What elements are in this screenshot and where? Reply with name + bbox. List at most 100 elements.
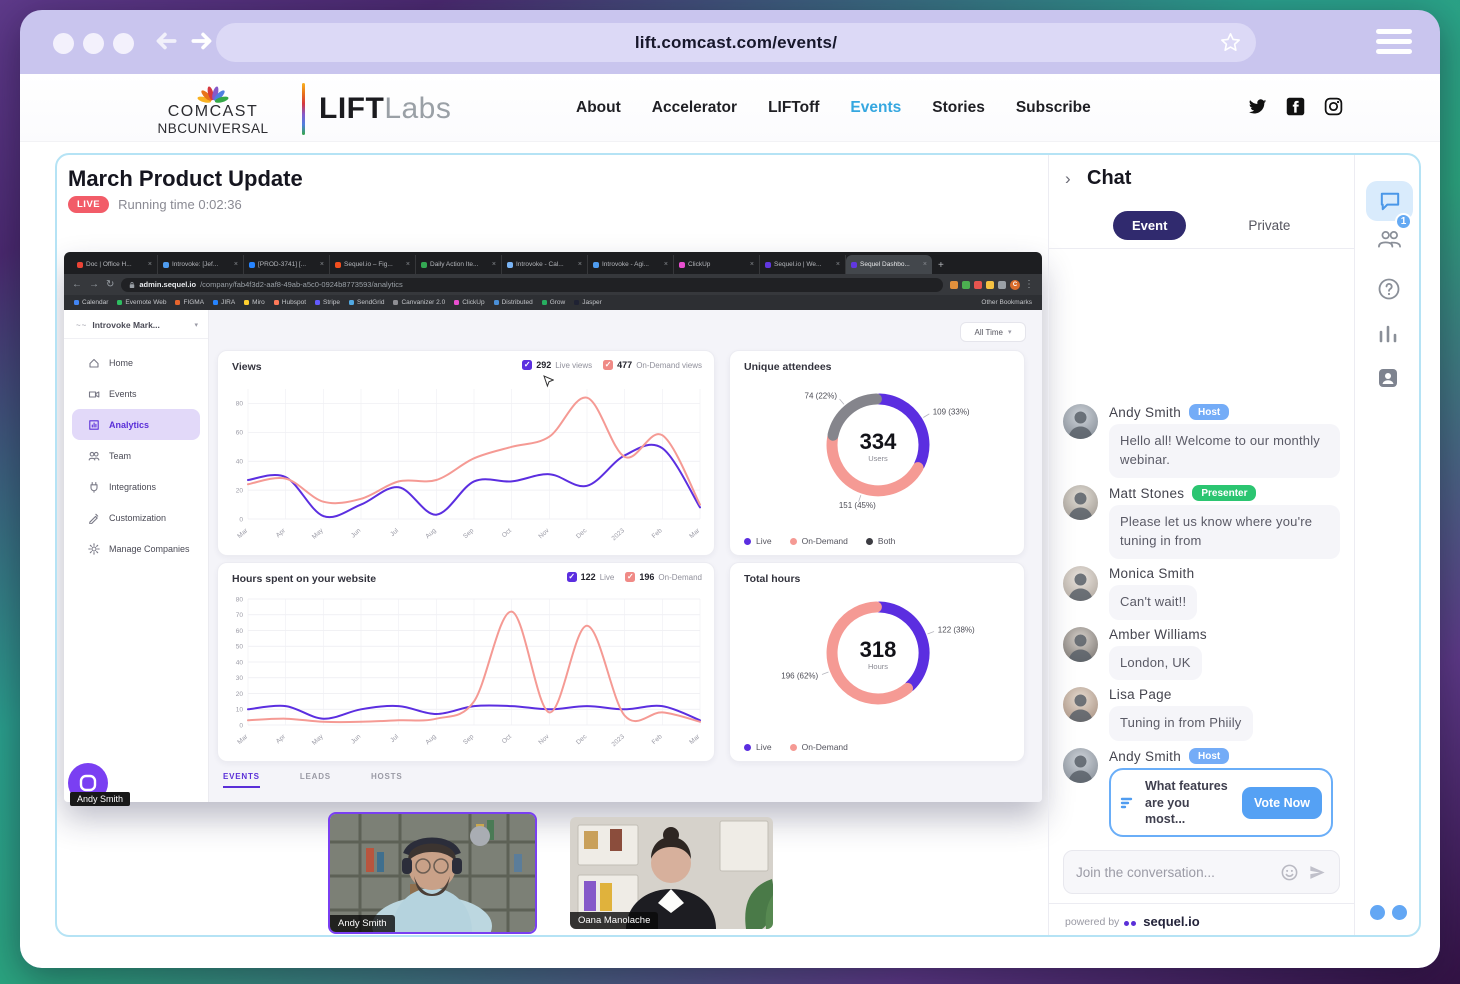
views-chart-card: Views ✓ 292 Live views ✓ 477 On-Demand views … — [217, 350, 715, 556]
role-badge: Presenter — [1192, 485, 1257, 502]
svg-text:20: 20 — [236, 691, 244, 698]
tab-event[interactable]: Event — [1113, 211, 1187, 240]
svg-text:May: May — [311, 733, 325, 747]
presenter-name-label: Andy Smith — [70, 792, 131, 806]
nav-link-subscribe[interactable]: Subscribe — [1015, 98, 1091, 116]
chat-message: Andy Smith Host Hello all! Welcome to our … — [1063, 404, 1340, 479]
donut-legend-item: On-Demand — [789, 742, 848, 752]
participants-icon[interactable] — [1377, 228, 1402, 250]
ss-browser-tab: [PROD-3741] [... × — [244, 255, 330, 274]
sequel-brand-text: sequel.io — [1143, 914, 1200, 929]
help-icon[interactable] — [1377, 277, 1401, 301]
ss-reload-icon: ↻ — [106, 278, 115, 290]
browser-menu-icon[interactable] — [1376, 29, 1412, 54]
video-name-label: Andy Smith — [330, 915, 395, 932]
svg-text:Oct: Oct — [501, 527, 513, 539]
back-arrow-icon[interactable] — [153, 28, 179, 54]
powered-by-text: powered by — [1065, 915, 1120, 928]
window-controls[interactable] — [53, 33, 134, 54]
stats-icon[interactable] — [1377, 323, 1399, 345]
chart-legend-item: ✓ 196 On-Demand — [625, 572, 702, 582]
forward-arrow-icon[interactable] — [189, 28, 215, 54]
emoji-icon[interactable] — [1280, 863, 1299, 882]
ss-browser-tab: Introvoke: [Jef... × — [158, 255, 244, 274]
svg-text:Apr: Apr — [275, 733, 288, 746]
poll-icon — [1120, 797, 1133, 808]
nav-link-stories[interactable]: Stories — [932, 98, 985, 116]
ss-tab-title: Sequel.io – Fig... — [344, 261, 393, 268]
svg-text:Mar: Mar — [688, 733, 702, 746]
screenshare-address-bar: ← → ↻ admin.sequel.io /company/fab4f3d2-… — [64, 274, 1042, 295]
event-stage: March Product Update LIVE Running time 0… — [57, 155, 1048, 935]
chat-input-box[interactable] — [1063, 850, 1340, 894]
integrations-icon — [90, 481, 98, 493]
svg-text:60: 60 — [236, 430, 244, 437]
video-name-label: Oana Manolache — [570, 912, 659, 929]
url-bar[interactable]: lift.comcast.com/events/ — [216, 23, 1256, 62]
vote-now-button[interactable]: Vote Now — [1241, 786, 1322, 819]
views-line-chart: 0 20 40 60 80 Mar Apr May Jun Jul Aug Sep Oct Nov Dec 2… — [236, 389, 702, 542]
donut-segment-live — [874, 601, 930, 692]
message-bubble: Tuning in from Phiily — [1109, 706, 1253, 742]
message-author: Monica Smith — [1109, 565, 1195, 581]
svg-text:Oct: Oct — [501, 733, 513, 745]
poll-card[interactable]: What features are you most... Vote Now — [1109, 768, 1333, 837]
tab-private[interactable]: Private — [1248, 218, 1291, 233]
brand-logo[interactable]: COMCAST NBCUNIVERSAL LIFTLabs — [138, 81, 451, 136]
video-tile-oana-manolache[interactable]: Oana Manolache — [570, 817, 773, 929]
facebook-icon[interactable] — [1285, 96, 1306, 117]
team-icon — [88, 451, 100, 461]
ss-url-host: admin.sequel.io — [139, 280, 197, 289]
donut-segment-label: 74 (22%) — [805, 391, 838, 400]
dashboard-main: All Time ▾ Views ✓ 292 Live views ✓ 477 On-Dem… — [209, 310, 1042, 802]
donut-legend-item: Live — [744, 742, 772, 752]
ss-omnibox: admin.sequel.io /company/fab4f3d2-aaf8-4… — [121, 277, 943, 292]
series-live-views — [247, 443, 701, 519]
video-tile-andy-smith[interactable]: Andy Smith — [328, 812, 537, 934]
avatar — [1063, 626, 1098, 662]
ss-tab-title: ClickUp — [688, 261, 711, 268]
browser-chrome-bar: lift.comcast.com/events/ — [20, 10, 1440, 74]
svg-text:Apr: Apr — [275, 527, 288, 540]
svg-text:0: 0 — [239, 722, 243, 729]
nav-link-liftoff[interactable]: LIFToff — [768, 98, 820, 116]
logo-labs-text: Labs — [384, 91, 452, 125]
bookmark-star-icon[interactable] — [1219, 31, 1242, 54]
nav-link-accelerator[interactable]: Accelerator — [651, 98, 738, 116]
svg-text:2023: 2023 — [611, 527, 627, 542]
ss-bookmark: Evernote Web — [117, 299, 166, 306]
instagram-icon[interactable] — [1323, 96, 1344, 117]
avatar — [1063, 748, 1098, 784]
svg-text:70: 70 — [236, 612, 244, 619]
svg-text:10: 10 — [236, 707, 244, 714]
sequel-logo-dots — [1124, 913, 1138, 931]
dashboard-tab-hosts: HOSTS — [370, 772, 403, 781]
nav-link-events[interactable]: Events — [850, 98, 902, 116]
svg-text:0: 0 — [239, 516, 243, 523]
donut-center-label: Hours — [868, 662, 888, 671]
ss-bookmark: Distributed — [493, 299, 533, 306]
legend-checkbox-icon: ✓ — [603, 360, 614, 370]
svg-text:Mar: Mar — [688, 527, 702, 540]
dashboard-tab-leads: LEADS — [299, 772, 331, 781]
twitter-icon[interactable] — [1247, 96, 1268, 117]
sidebar-item-home: Home — [72, 347, 200, 378]
donut-segment-both — [827, 393, 882, 441]
nav-link-about[interactable]: About — [576, 98, 621, 116]
send-icon[interactable] — [1308, 863, 1327, 882]
collapse-chat-icon[interactable]: › — [1065, 169, 1071, 188]
message-author: Andy Smith — [1109, 748, 1182, 764]
sidebar-item-events: Events — [72, 378, 200, 409]
contact-card-icon[interactable] — [1377, 367, 1399, 389]
sidebar-item-team: Team — [72, 440, 200, 471]
chat-input[interactable] — [1076, 864, 1271, 880]
time-filter-dropdown: All Time ▾ — [960, 322, 1026, 342]
svg-text:Feb: Feb — [651, 527, 664, 540]
chat-footer: powered by sequel.io — [1049, 903, 1354, 935]
browser-window: lift.comcast.com/events/ — [20, 10, 1440, 968]
avatar — [1063, 565, 1098, 601]
svg-text:Mar: Mar — [236, 527, 250, 540]
message-bubble: Can't wait!! — [1109, 584, 1198, 620]
dashboard-tab-events: EVENTS — [223, 772, 260, 788]
nbc-peacock-icon — [197, 86, 229, 103]
